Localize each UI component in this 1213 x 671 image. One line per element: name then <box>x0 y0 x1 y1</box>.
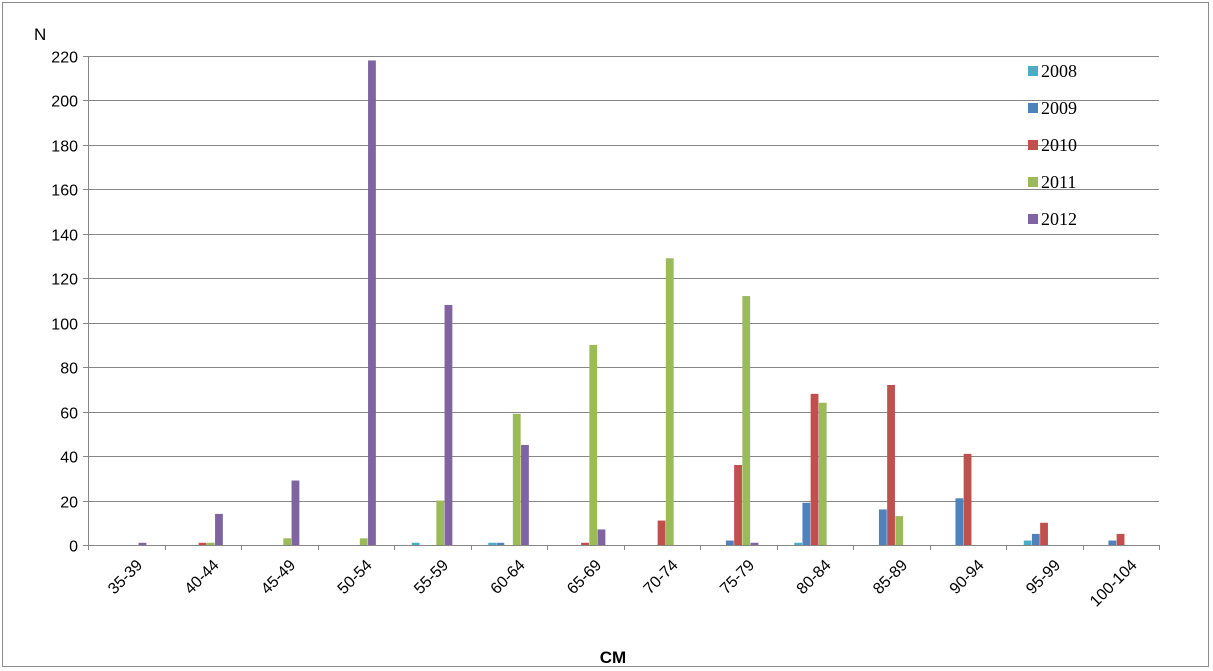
legend-label-2008: 2008 <box>1041 61 1077 81</box>
bar-2008-60-64 <box>488 542 497 545</box>
bar-2010-85-89 <box>887 384 895 545</box>
bar-2011-75-79 <box>742 296 751 545</box>
bar-2012-55-59 <box>444 304 453 545</box>
bar-2010-70-74 <box>657 520 666 545</box>
bar-2012-35-39 <box>138 542 147 545</box>
bar-2011-40-44 <box>206 542 215 545</box>
x-tick-label-45-49: 45-49 <box>258 557 299 598</box>
bar-2011-45-49 <box>283 538 292 545</box>
x-tick-label-35-39: 35-39 <box>105 557 146 598</box>
bar-2009-75-79 <box>725 540 734 545</box>
gridlines <box>88 56 1159 502</box>
axes <box>88 56 1159 546</box>
bar-2012-50-54 <box>368 60 376 545</box>
bar-2011-65-69 <box>589 344 598 545</box>
y-axis-ticks: 0 20 40 60 80 100 120 140 160 180 200 220 <box>51 50 88 556</box>
legend-label-2011: 2011 <box>1041 172 1076 192</box>
x-tick-label-65-69: 65-69 <box>564 557 605 598</box>
legend-swatch-2009 <box>1028 103 1038 113</box>
x-axis-ticks: 35-39 40-44 45-49 50-54 55-59 60-64 65-69 70-74… <box>88 545 1160 611</box>
bar-2009-60-64 <box>496 542 505 545</box>
x-tick-label-90-94: 90-94 <box>947 557 988 598</box>
y-tick-label-20: 20 <box>60 495 78 512</box>
bar-2011-50-54 <box>359 538 368 545</box>
y-axis-title: N <box>34 25 46 44</box>
bar-2012-75-79 <box>750 542 759 545</box>
bar-2009-80-84 <box>802 502 811 545</box>
bar-2009-90-94 <box>955 498 964 545</box>
y-tick-label-80: 80 <box>60 361 78 378</box>
y-tick-label-60: 60 <box>60 406 78 423</box>
x-tick-label-95-99: 95-99 <box>1023 557 1064 598</box>
y-tick-label-220: 220 <box>51 50 78 67</box>
y-tick-label-0: 0 <box>69 539 78 556</box>
legend: 2008 2009 2010 2011 2012 <box>1028 61 1077 229</box>
bar-2010-90-94 <box>963 453 972 545</box>
bar-2012-60-64 <box>521 444 529 545</box>
y-tick-label-180: 180 <box>51 139 78 156</box>
x-tick-label-80-84: 80-84 <box>794 557 835 598</box>
y-tick-label-120: 120 <box>51 272 78 289</box>
x-tick-label-50-54: 50-54 <box>335 557 376 598</box>
bar-2010-65-69 <box>581 542 589 545</box>
x-tick-label-75-79: 75-79 <box>717 557 758 598</box>
legend-swatch-2011 <box>1028 177 1038 187</box>
legend-label-2009: 2009 <box>1041 98 1077 118</box>
bar-2011-55-59 <box>436 500 445 545</box>
bar-2011-80-84 <box>818 402 827 545</box>
y-tick-label-140: 140 <box>51 228 78 245</box>
bar-2008-80-84 <box>794 542 803 545</box>
bar-2011-60-64 <box>512 413 521 545</box>
legend-swatch-2010 <box>1028 140 1038 150</box>
bar-2009-95-99 <box>1031 533 1040 545</box>
bar-2011-85-89 <box>895 516 904 545</box>
bar-2012-65-69 <box>597 529 606 545</box>
bar-2012-40-44 <box>215 513 223 545</box>
legend-label-2012: 2012 <box>1041 209 1077 229</box>
x-axis-title: CM <box>600 648 626 667</box>
bar-2010-100-104 <box>1116 533 1125 545</box>
bar-2010-95-99 <box>1040 522 1048 545</box>
y-tick-label-100: 100 <box>51 317 78 334</box>
x-tick-label-85-89: 85-89 <box>870 557 911 598</box>
bar-2010-80-84 <box>810 393 819 545</box>
bar-2010-75-79 <box>734 464 742 545</box>
bar-2012-45-49 <box>291 480 300 545</box>
y-tick-label-40: 40 <box>60 450 78 467</box>
bar-2011-70-74 <box>665 258 674 545</box>
y-tick-label-200: 200 <box>51 94 78 111</box>
legend-swatch-2012 <box>1028 214 1038 224</box>
legend-swatch-2008 <box>1028 66 1038 76</box>
bar-2009-100-104 <box>1108 540 1117 545</box>
bar-2009-85-89 <box>878 509 887 545</box>
x-tick-label-70-74: 70-74 <box>641 557 682 598</box>
bar-series <box>138 60 1125 545</box>
bar-2008-55-59 <box>411 542 420 545</box>
x-tick-label-40-44: 40-44 <box>182 557 223 598</box>
x-tick-label-60-64: 60-64 <box>488 557 529 598</box>
x-tick-label-55-59: 55-59 <box>411 557 452 598</box>
x-tick-label-100-104: 100-104 <box>1087 557 1141 611</box>
y-tick-label-160: 160 <box>51 183 78 200</box>
bar-2008-95-99 <box>1023 540 1032 545</box>
legend-label-2010: 2010 <box>1041 135 1077 155</box>
bar-2010-40-44 <box>198 542 207 545</box>
